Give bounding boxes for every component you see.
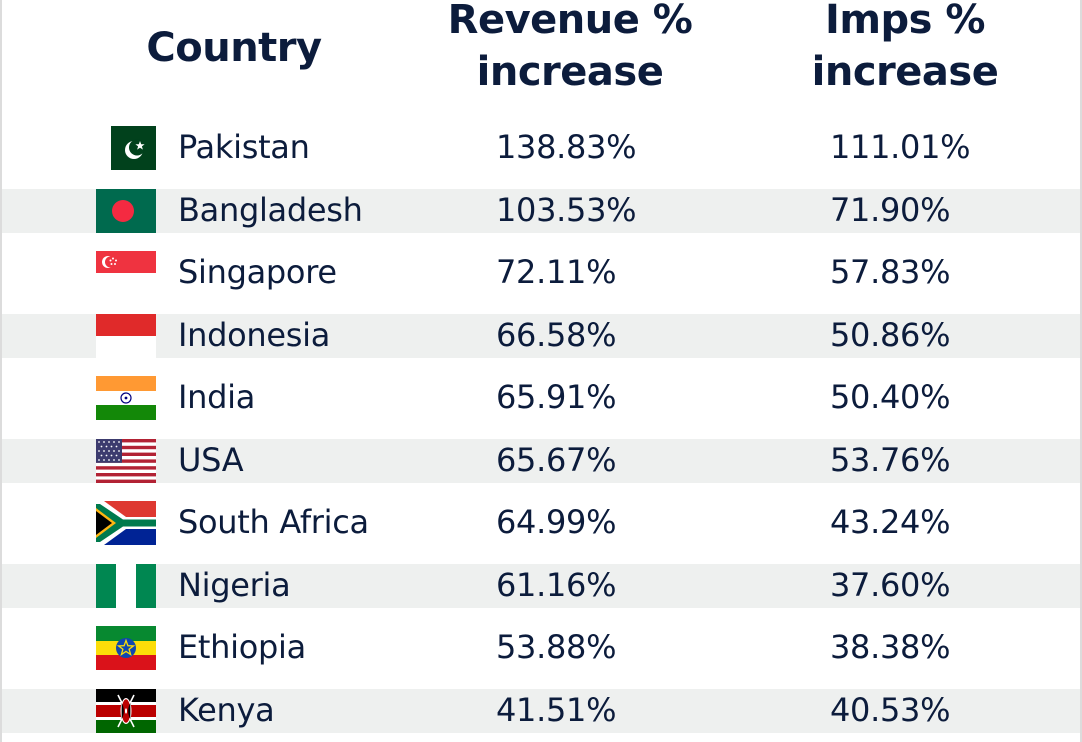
country-table: Pakistan 138.83% 111.01% Bangladesh 103.… <box>0 114 1082 739</box>
country-name: USA <box>178 440 244 479</box>
imps-value: 71.90% <box>830 190 951 229</box>
country-name: India <box>178 378 256 416</box>
nigeria-flag-icon <box>96 563 156 608</box>
south-africa-flag-icon <box>96 501 156 545</box>
imps-value: 37.60% <box>830 565 951 604</box>
revenue-value: 65.91% <box>496 378 617 416</box>
country-name: Pakistan <box>178 128 310 166</box>
table-row: USA 65.67% 53.76% <box>0 427 1082 490</box>
country-name: South Africa <box>178 503 369 541</box>
table-row: Nigeria 61.16% 37.60% <box>0 552 1082 615</box>
imps-value: 40.53% <box>830 690 951 729</box>
revenue-value: 65.67% <box>496 440 617 479</box>
header-revenue-line1: Revenue % <box>447 0 693 43</box>
header-imps-line2: increase <box>811 49 999 95</box>
country-name: Nigeria <box>178 565 291 604</box>
revenue-value: 66.58% <box>496 315 617 354</box>
country-name: Bangladesh <box>178 190 363 229</box>
table-row: India 65.91% 50.40% <box>0 364 1082 427</box>
kenya-flag-icon <box>96 688 156 733</box>
revenue-value: 61.16% <box>496 565 617 604</box>
pakistan-flag-icon <box>96 126 156 170</box>
table-row: Singapore 72.11% 57.83% <box>0 239 1082 302</box>
ethiopia-flag-icon <box>96 626 156 670</box>
imps-value: 111.01% <box>830 128 971 166</box>
header-imps-line1: Imps % <box>824 0 986 43</box>
country-name: Indonesia <box>178 315 331 354</box>
right-border <box>1080 0 1082 742</box>
country-name: Kenya <box>178 690 275 729</box>
imps-value: 38.38% <box>830 628 951 666</box>
imps-value: 53.76% <box>830 440 951 479</box>
indonesia-flag-icon <box>96 313 156 358</box>
table-row: Indonesia 66.58% 50.86% <box>0 302 1082 365</box>
revenue-value: 103.53% <box>496 190 637 229</box>
table-row: Kenya 41.51% 40.53% <box>0 677 1082 740</box>
revenue-value: 72.11% <box>496 253 617 291</box>
bangladesh-flag-icon <box>96 188 156 233</box>
header-country: Country <box>146 25 322 71</box>
table-row: Bangladesh 103.53% 71.90% <box>0 177 1082 240</box>
imps-value: 50.40% <box>830 378 951 416</box>
india-flag-icon <box>96 376 156 420</box>
left-border <box>0 0 2 742</box>
table-header: Country Revenue % increase Imps % increa… <box>0 0 1082 118</box>
usa-flag-icon <box>96 438 156 483</box>
revenue-value: 138.83% <box>496 128 637 166</box>
header-revenue-line2: increase <box>476 49 664 95</box>
header-revenue: Revenue % increase <box>420 0 720 98</box>
revenue-value: 53.88% <box>496 628 617 666</box>
revenue-value: 64.99% <box>496 503 617 541</box>
country-name: Ethiopia <box>178 628 306 666</box>
header-imps: Imps % increase <box>760 0 1050 98</box>
imps-value: 43.24% <box>830 503 951 541</box>
revenue-value: 41.51% <box>496 690 617 729</box>
table-row: Ethiopia 53.88% 38.38% <box>0 614 1082 677</box>
table-row: Pakistan 138.83% 111.01% <box>0 114 1082 177</box>
country-name: Singapore <box>178 253 337 291</box>
imps-value: 57.83% <box>830 253 951 291</box>
table-row: South Africa 64.99% 43.24% <box>0 489 1082 552</box>
singapore-flag-icon <box>96 251 156 295</box>
imps-value: 50.86% <box>830 315 951 354</box>
